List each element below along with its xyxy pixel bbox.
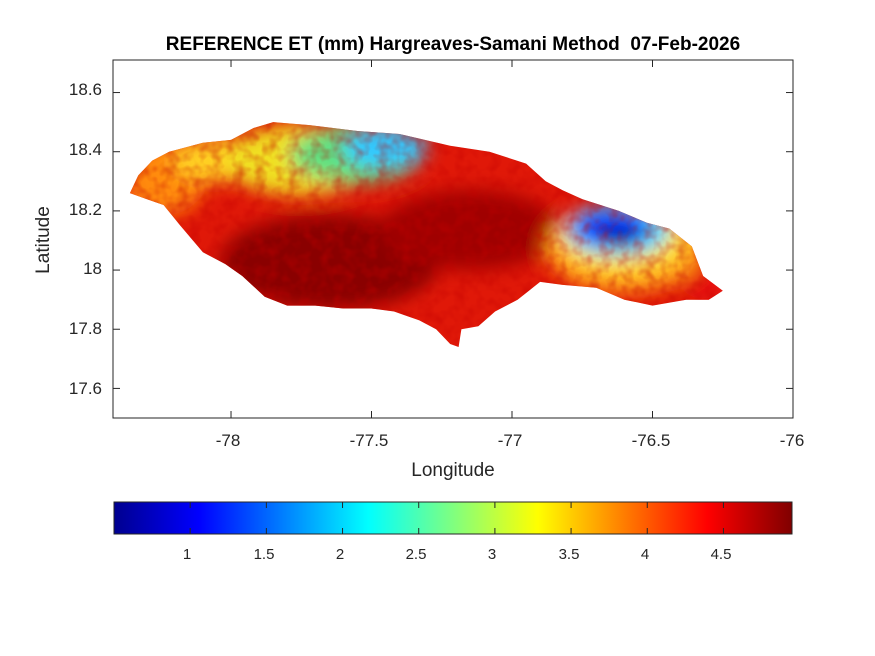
- colorbar-tick-label: 3.5: [558, 546, 580, 563]
- y-tick-label: 18.6: [68, 80, 102, 99]
- axis-ticks: [113, 60, 794, 418]
- colorbar-tick-label: 4.5: [710, 546, 732, 563]
- colorbar-tick-label: 4: [640, 546, 650, 563]
- y-tick-label: 18.4: [68, 140, 102, 159]
- x-axis-label: Longitude: [411, 460, 495, 481]
- x-tick-label: -76: [779, 431, 805, 450]
- colorbar-tick-label: 2: [335, 546, 345, 563]
- chart-title: REFERENCE ET (mm) Hargreaves-Samani Meth…: [165, 34, 741, 55]
- x-tick-label: -78: [215, 431, 241, 450]
- y-tick-label: 17.8: [68, 319, 102, 338]
- colorbar-tick-label: 1: [182, 546, 192, 563]
- colorbar-tick-label: 1.5: [253, 546, 275, 563]
- colorbar-tick-label: 3: [487, 546, 497, 563]
- y-tick-label: 18: [83, 259, 102, 278]
- colorbar: [113, 501, 793, 535]
- y-tick-label: 18.2: [68, 200, 102, 219]
- colorbar-ticks: [189, 502, 724, 534]
- y-tick-label: 17.6: [68, 379, 102, 398]
- x-tick-label: -76.5: [631, 431, 671, 450]
- x-tick-label: -77.5: [349, 431, 389, 450]
- x-tick-label: -77: [497, 431, 523, 450]
- colorbar-tick-label: 2.5: [405, 546, 427, 563]
